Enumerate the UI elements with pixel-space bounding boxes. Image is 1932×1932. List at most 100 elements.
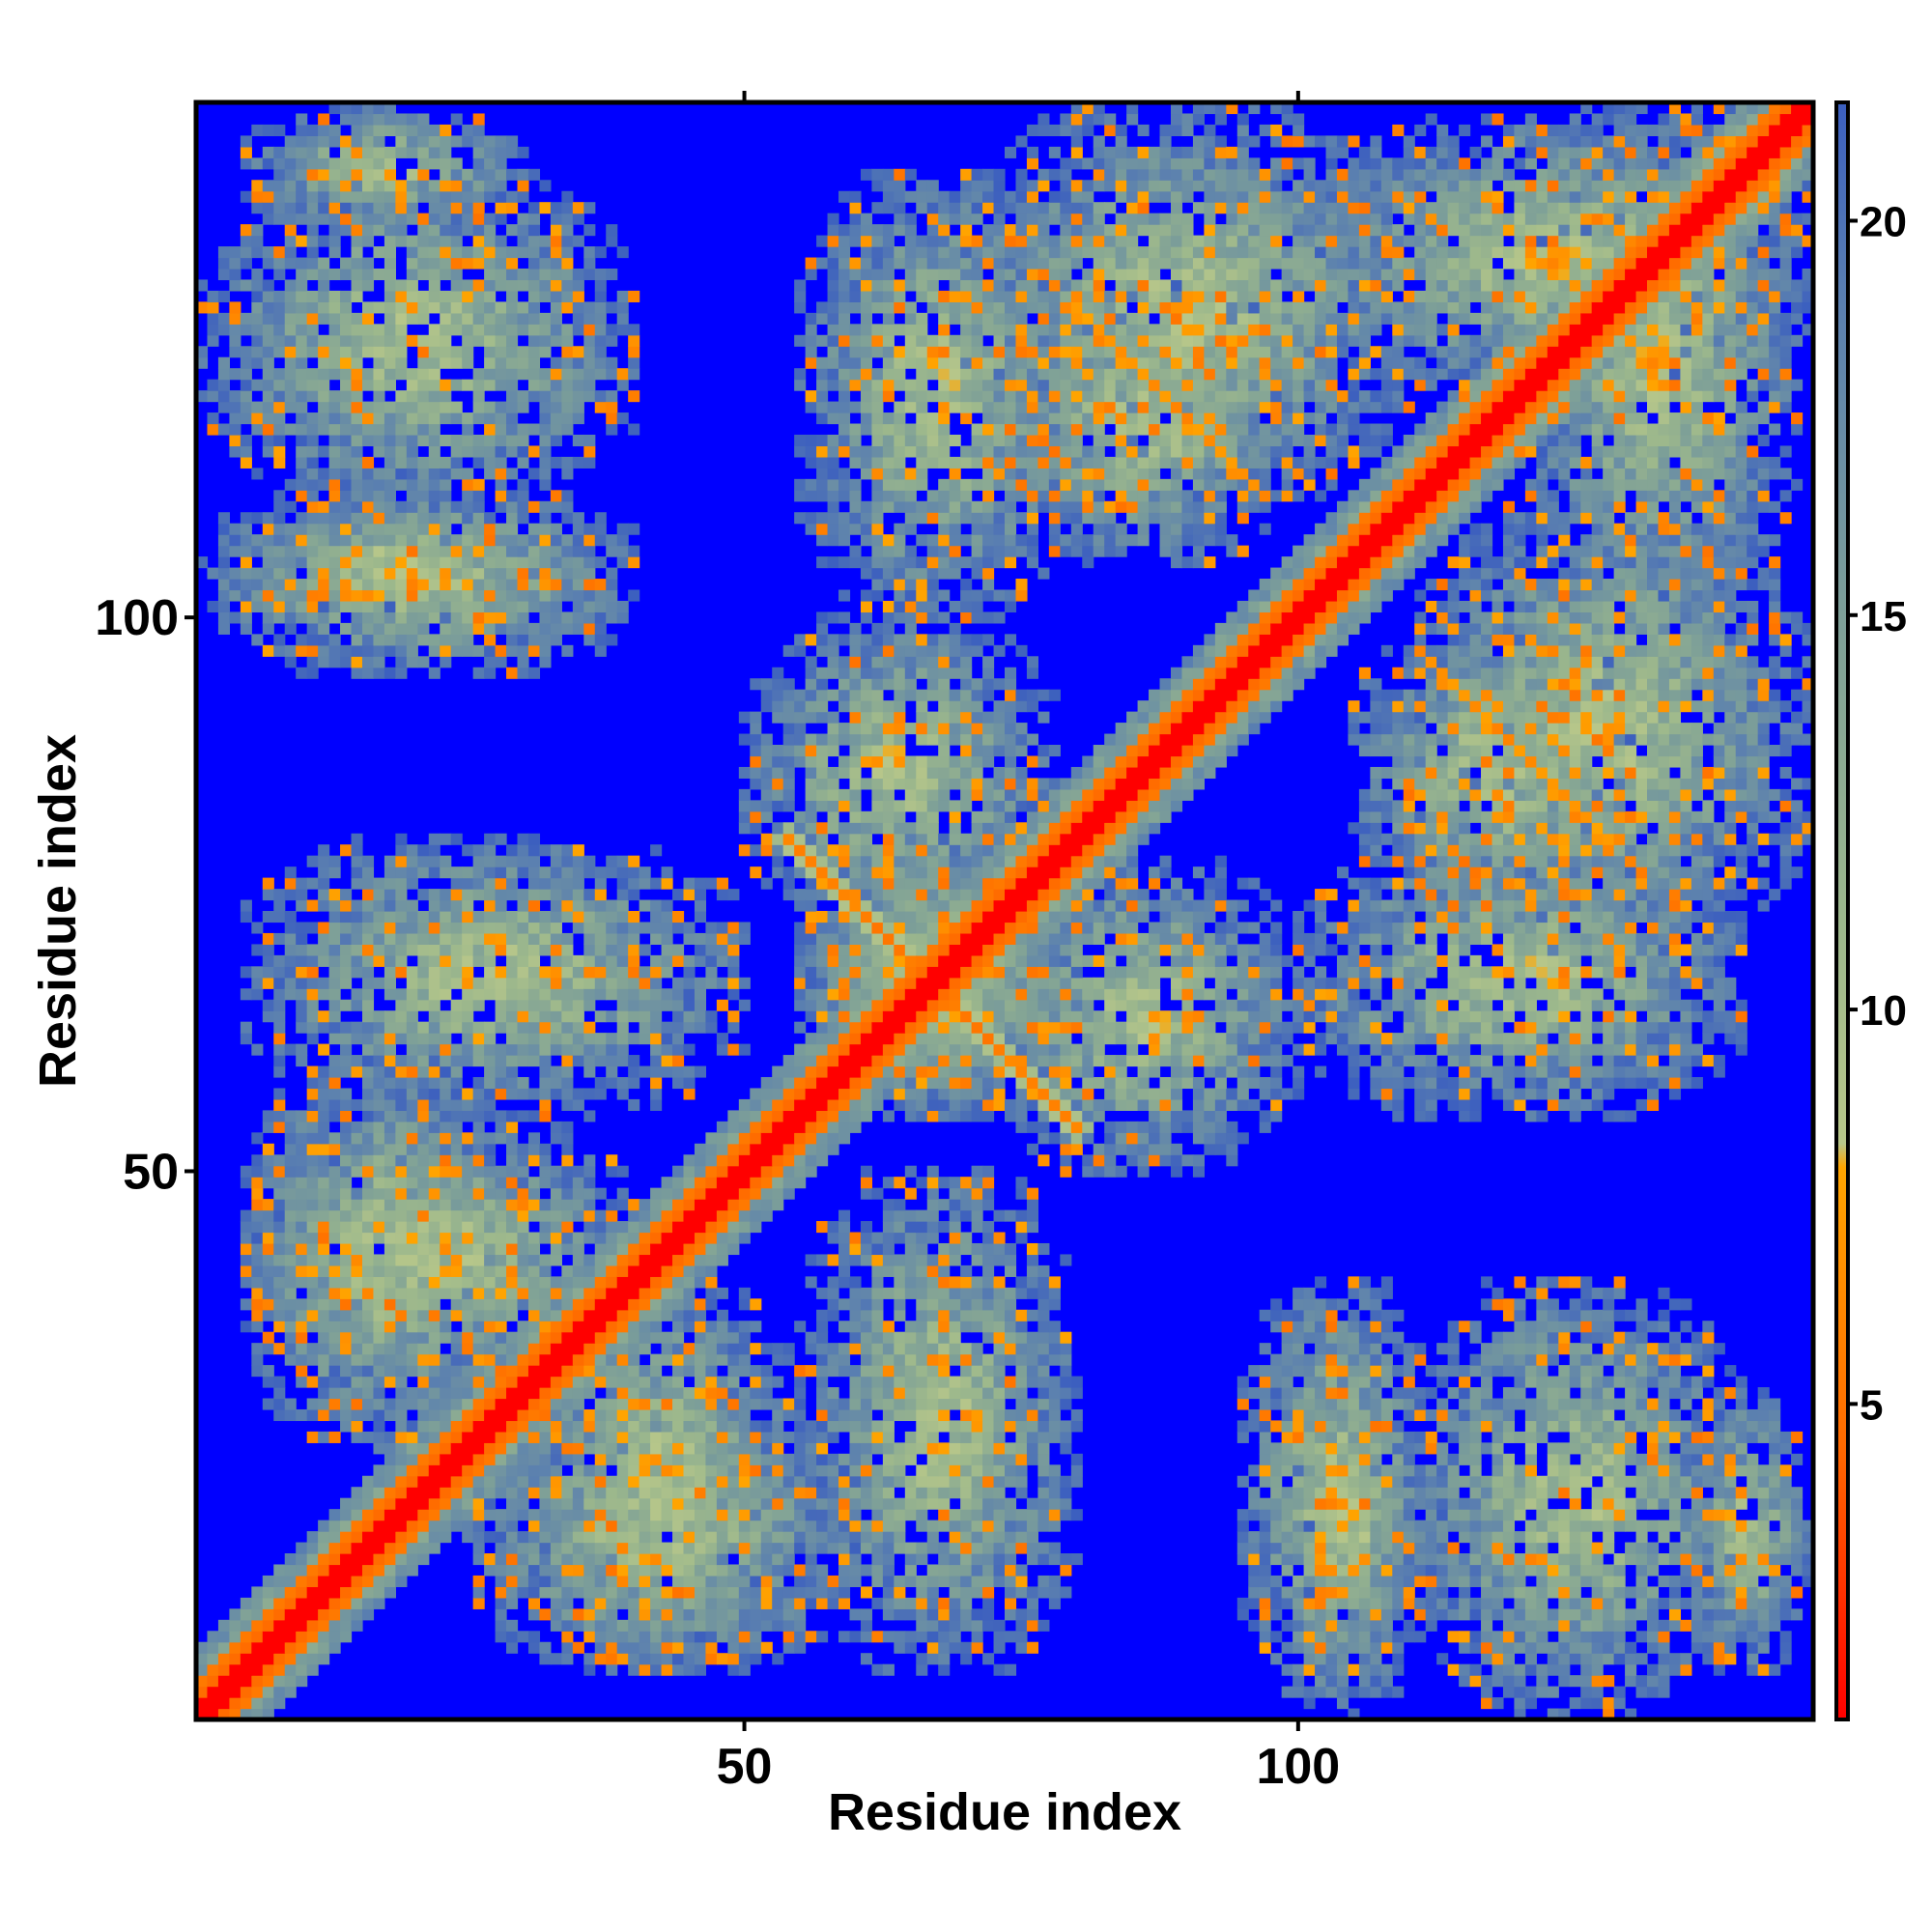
heatmap-cell: [251, 545, 264, 557]
heatmap-cell: [262, 180, 274, 192]
heatmap-cell: [1414, 1398, 1427, 1410]
heatmap-cell: [1625, 1408, 1637, 1422]
heatmap-cell: [1757, 1420, 1770, 1433]
heatmap-cell: [361, 1365, 375, 1378]
heatmap-cell: [1502, 1509, 1516, 1521]
heatmap-cell: [628, 1641, 640, 1654]
heatmap-cell: [306, 235, 319, 247]
heatmap-cell: [484, 600, 497, 613]
heatmap-cell: [440, 1033, 452, 1045]
heatmap-cell: [306, 1088, 319, 1100]
heatmap-cell: [340, 1309, 353, 1321]
heatmap-cell: [406, 268, 418, 281]
heatmap-cell: [296, 899, 308, 912]
heatmap-cell: [805, 1575, 817, 1588]
heatmap-cell: [406, 135, 418, 148]
heatmap-cell: [517, 1497, 529, 1510]
heatmap-cell: [340, 534, 353, 547]
heatmap-cell: [306, 899, 319, 912]
heatmap-cell: [561, 1531, 574, 1544]
heatmap-cell: [926, 1487, 939, 1499]
heatmap-cell: [506, 1221, 519, 1234]
heatmap-cell: [495, 1121, 507, 1133]
heatmap-cell: [284, 1663, 297, 1676]
heatmap-cell: [916, 1608, 928, 1621]
heatmap-cell: [472, 1309, 485, 1321]
heatmap-cell: [1613, 1442, 1626, 1455]
heatmap-cell: [296, 290, 308, 302]
heatmap-cell: [960, 1619, 973, 1632]
heatmap-cell: [273, 1088, 286, 1100]
heatmap-cell: [926, 1531, 939, 1544]
heatmap-cell: [284, 379, 297, 391]
heatmap-cell: [1348, 1453, 1360, 1465]
heatmap-cell: [827, 1542, 839, 1554]
heatmap-cell: [938, 1520, 951, 1532]
heatmap-cell: [1048, 1520, 1061, 1532]
heatmap-cell: [296, 1353, 308, 1366]
heatmap-cell: [772, 1464, 784, 1477]
heatmap-cell: [827, 1487, 839, 1499]
heatmap-cell: [916, 1575, 928, 1588]
heatmap-cell: [384, 944, 396, 956]
heatmap-cell: [406, 1098, 418, 1111]
heatmap-cell: [572, 1442, 584, 1455]
heatmap-cell: [993, 1553, 1006, 1566]
heatmap-cell: [406, 312, 418, 325]
heatmap-cell: [1048, 1597, 1061, 1609]
heatmap-cell: [1580, 1619, 1593, 1632]
heatmap-cell: [495, 235, 507, 247]
heatmap-cell: [361, 401, 375, 413]
heatmap-cell: [1392, 1631, 1405, 1643]
heatmap-cell: [428, 1076, 440, 1090]
heatmap-cell: [462, 1221, 474, 1234]
heatmap-cell: [561, 1442, 574, 1455]
heatmap-cell: [450, 1497, 463, 1510]
heatmap-cell: [517, 1033, 529, 1045]
heatmap-cell: [1779, 1475, 1792, 1488]
heatmap-cell: [318, 1232, 330, 1244]
heatmap-cell: [1037, 1553, 1050, 1566]
heatmap-cell: [871, 1442, 884, 1455]
heatmap-cell: [1547, 1520, 1559, 1532]
heatmap-cell: [417, 346, 430, 358]
heatmap-cell: [1293, 1531, 1305, 1544]
heatmap-cell: [207, 1631, 219, 1643]
heatmap-cell: [527, 1298, 541, 1311]
heatmap-cell: [716, 1631, 728, 1643]
heatmap-cell: [207, 1641, 219, 1654]
heatmap-cell: [484, 334, 497, 347]
heatmap-cell: [284, 1597, 297, 1609]
heatmap-cell: [262, 1653, 274, 1665]
heatmap-cell: [1060, 1442, 1072, 1455]
heatmap-cell: [594, 1408, 607, 1422]
heatmap-cell: [794, 1464, 807, 1477]
heatmap-cell: [628, 1398, 640, 1410]
heatmap-cell: [240, 324, 252, 336]
heatmap-cell: [306, 1276, 319, 1289]
heatmap-cell: [661, 1542, 673, 1554]
heatmap-cell: [517, 1586, 529, 1599]
heatmap-cell: [1315, 1431, 1327, 1443]
heatmap-cell: [296, 1242, 308, 1256]
heatmap-cell: [351, 1021, 363, 1034]
heatmap-cell: [1502, 1675, 1516, 1688]
heatmap-cell: [328, 1076, 341, 1090]
heatmap-cell: [417, 1021, 430, 1034]
heatmap-cell: [440, 1165, 452, 1178]
heatmap-cell: [1569, 1675, 1581, 1688]
heatmap-cell: [1547, 1641, 1559, 1654]
heatmap-cell: [1635, 1575, 1648, 1588]
heatmap-cell: [1502, 1553, 1516, 1566]
heatmap-cell: [1436, 1420, 1449, 1433]
heatmap-cell: [318, 1575, 330, 1588]
heatmap-cell: [340, 922, 353, 934]
heatmap-cell: [517, 1376, 529, 1388]
heatmap-cell: [484, 224, 497, 237]
heatmap-cell: [1048, 1387, 1061, 1400]
heatmap-cell: [440, 434, 452, 447]
heatmap-cell: [296, 1010, 308, 1023]
heatmap-cell: [318, 1553, 330, 1566]
heatmap-cell: [506, 556, 519, 569]
heatmap-cell: [351, 966, 363, 979]
